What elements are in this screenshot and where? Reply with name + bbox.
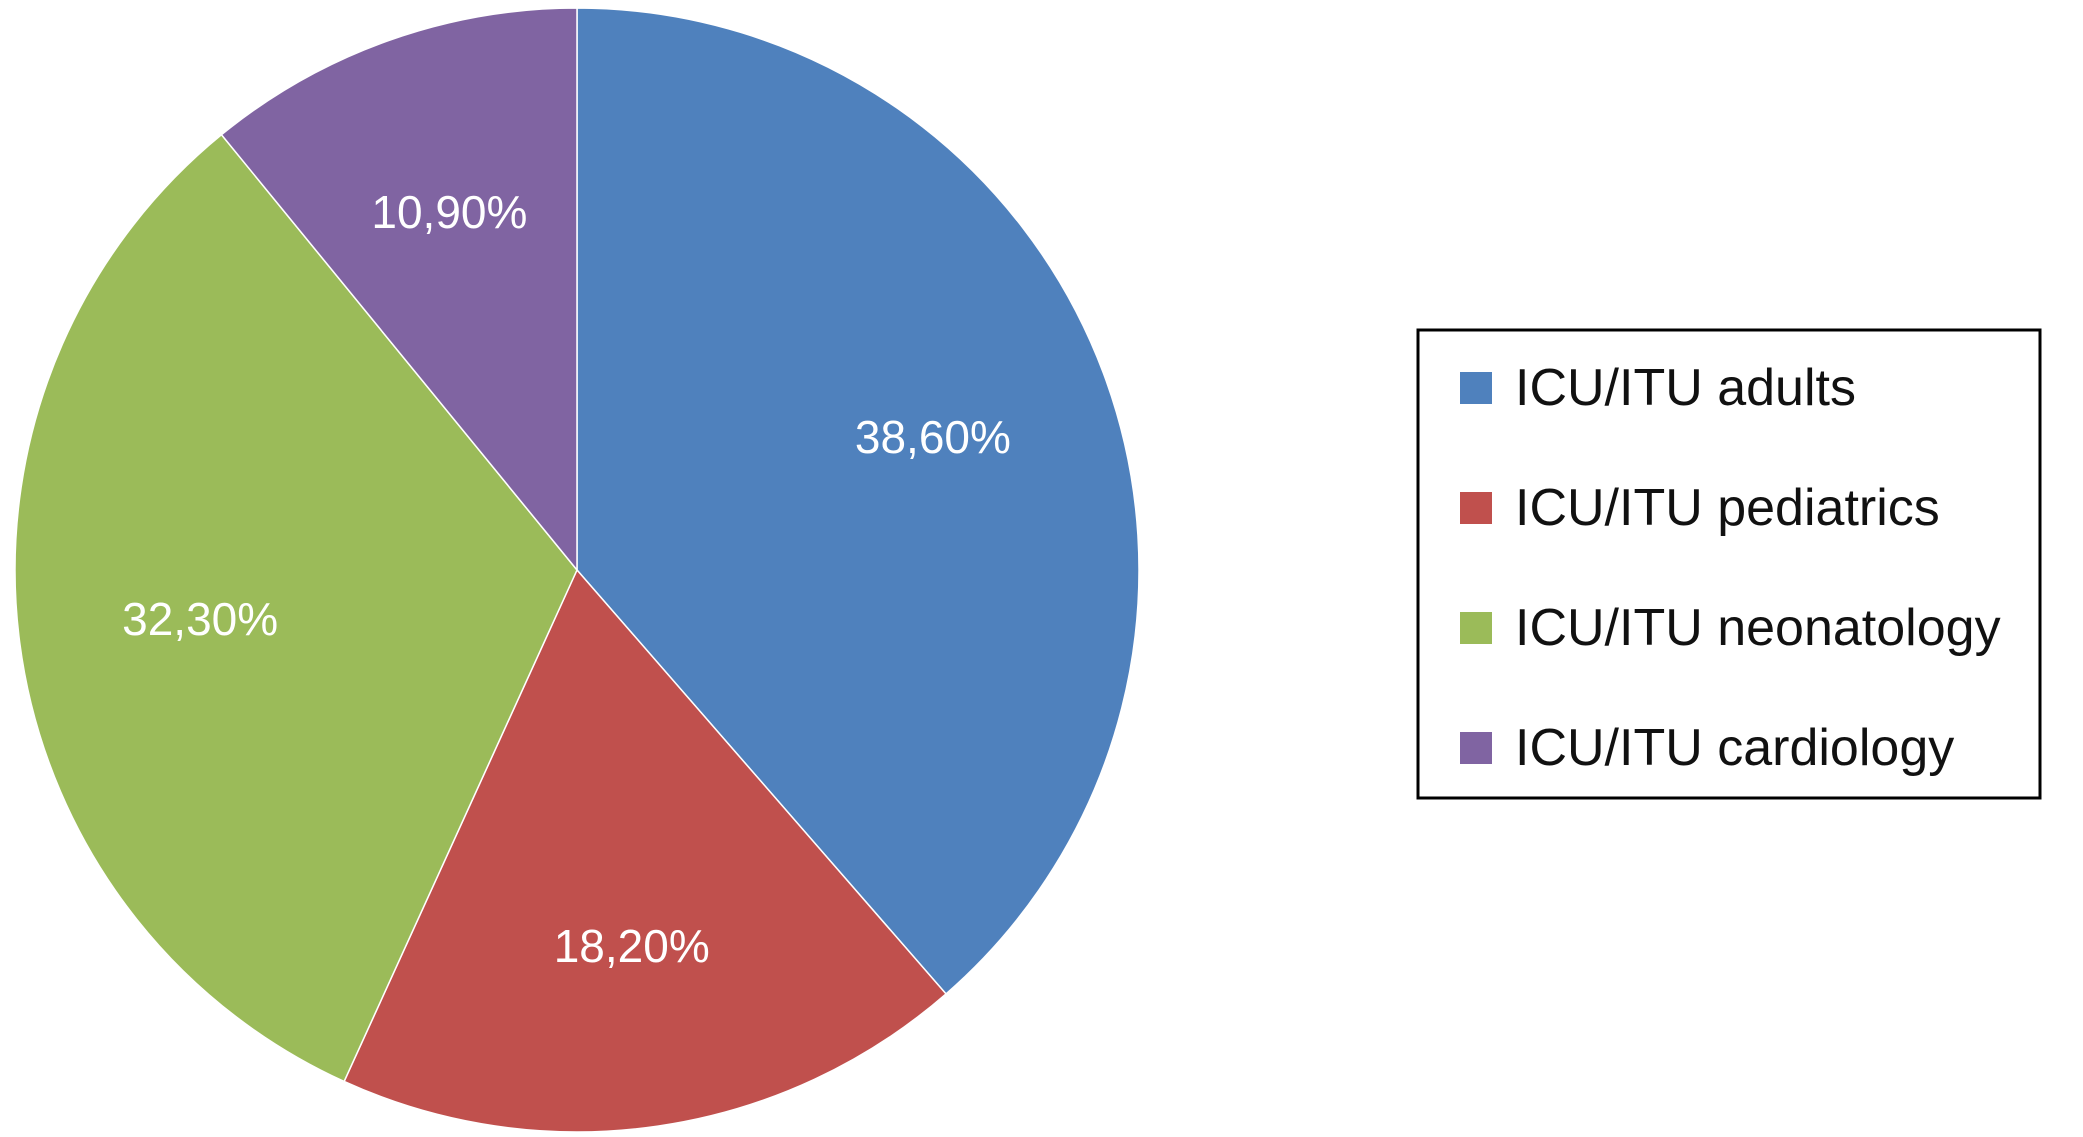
legend-swatch-icu-itu-pediatrics	[1460, 492, 1492, 524]
legend-swatch-icu-itu-cardiology	[1460, 732, 1492, 764]
legend-swatch-icu-itu-neonatology	[1460, 612, 1492, 644]
legend-swatch-icu-itu-adults	[1460, 372, 1492, 404]
data-label-icu-itu-cardiology: 10,90%	[371, 186, 527, 238]
legend-label-icu-itu-adults: ICU/ITU adults	[1515, 359, 1856, 417]
legend-label-icu-itu-pediatrics: ICU/ITU pediatrics	[1515, 479, 1940, 537]
data-label-icu-itu-neonatology: 32,30%	[122, 593, 278, 645]
legend-box	[1416, 328, 2042, 800]
data-label-icu-itu-pediatrics: 18,20%	[554, 920, 710, 972]
pie-data-labels: 38,60% 18,20% 32,30% 10,90%	[122, 186, 1011, 972]
pie-slice-icu-itu-adults	[576, 7, 1140, 995]
data-label-icu-itu-adults: 38,60%	[855, 411, 1011, 463]
pie-slice-icu-itu-pediatrics	[343, 568, 948, 1133]
legend-label-icu-itu-neonatology: ICU/ITU neonatology	[1515, 599, 2001, 657]
pie-slice-icu-itu-neonatology	[14, 133, 578, 1083]
pie-slice-icu-itu-cardiology	[220, 7, 578, 573]
legend: ICU/ITU adults ICU/ITU pediatrics ICU/ITU …	[1416, 328, 2042, 800]
pie-slices	[14, 7, 1140, 1133]
legend-items: ICU/ITU adults ICU/ITU pediatrics ICU/ITU …	[1460, 359, 2001, 777]
legend-label-icu-itu-cardiology: ICU/ITU cardiology	[1515, 719, 1954, 777]
